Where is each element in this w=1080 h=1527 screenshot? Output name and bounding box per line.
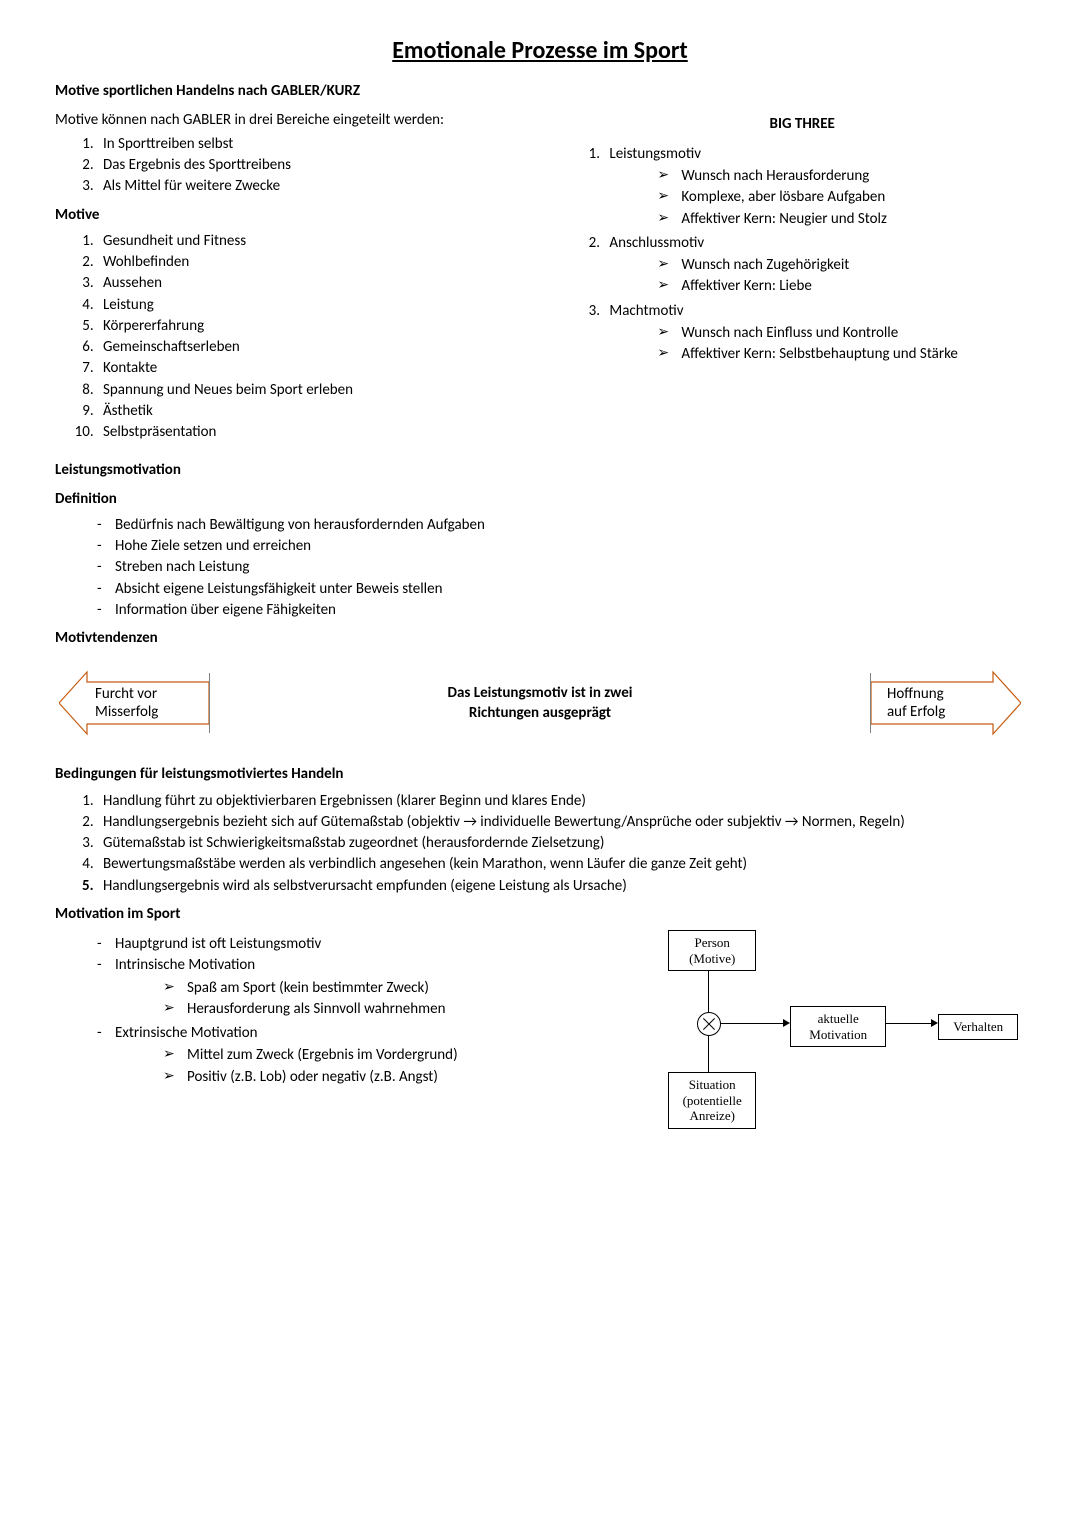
arrow-head-icon bbox=[783, 1019, 790, 1027]
diagram-node-person: Person (Motive) bbox=[668, 930, 756, 971]
center-line: Das Leistungsmotiv ist in zwei bbox=[448, 684, 633, 702]
arrow-right-text: auf Erfolg bbox=[887, 703, 945, 721]
arrow-right: Hoffnung auf Erfolg bbox=[871, 660, 1021, 746]
bigthree-label: Anschlussmotiv bbox=[609, 234, 704, 252]
diagram-node-motivation: aktuelle Motivation bbox=[790, 1006, 886, 1047]
list-item: Als Mittel für weitere Zwecke bbox=[97, 176, 559, 196]
list-item: Machtmotiv Wunsch nach Einfluss und Kont… bbox=[603, 301, 1025, 365]
right-column: BIG THREE Leistungsmotiv Wunsch nach Her… bbox=[579, 110, 1025, 451]
diagram-edge bbox=[708, 970, 709, 1012]
arrow-left-text: Misserfolg bbox=[95, 703, 158, 721]
tendenzen-diagram: Furcht vor Misserfolg Das Leistungsmotiv… bbox=[55, 660, 1025, 746]
arrow-head-icon bbox=[931, 1019, 938, 1027]
list-item: Hauptgrund ist oft Leistungsmotiv bbox=[97, 934, 598, 954]
diagram-edge bbox=[886, 1023, 931, 1024]
motive-heading: Motive bbox=[55, 205, 559, 225]
center-line: Richtungen ausgeprägt bbox=[469, 704, 611, 722]
list-item: Mittel zum Zweck (Ergebnis im Vordergrun… bbox=[163, 1045, 598, 1065]
node-text: Verhalten bbox=[953, 1019, 1003, 1034]
list-item: Leistungsmotiv Wunsch nach Herausforderu… bbox=[603, 144, 1025, 229]
list-item: In Sporttreiben selbst bbox=[97, 134, 559, 154]
list-item: Spaß am Sport (kein bestimmter Zweck) bbox=[163, 978, 598, 998]
list-item: Das Ergebnis des Sporttreibens bbox=[97, 155, 559, 175]
list-item: Körpererfahrung bbox=[97, 316, 559, 336]
list-item: Intrinsische Motivation Spaß am Sport (k… bbox=[97, 955, 598, 1019]
page-title: Emotionale Prozesse im Sport bbox=[55, 35, 1025, 67]
list-item: Anschlussmotiv Wunsch nach Zugehörigkeit… bbox=[603, 233, 1025, 297]
node-text: aktuelle bbox=[818, 1011, 859, 1026]
motivation-list: Hauptgrund ist oft Leistungsmotiv Intrin… bbox=[55, 934, 598, 1087]
bedingungen-heading: Bedingungen für leistungsmotiviertes Han… bbox=[55, 764, 1025, 784]
list-item: Streben nach Leistung bbox=[97, 557, 1025, 577]
node-text: Situation bbox=[689, 1077, 736, 1092]
bedingungen-list: Handlung führt zu objektivierbaren Ergeb… bbox=[55, 791, 1025, 896]
list-item: Handlungsergebnis bezieht sich auf Gütem… bbox=[97, 812, 1025, 832]
list-item: Wunsch nach Herausforderung bbox=[657, 166, 1025, 186]
arrow-right-text: Hoffnung bbox=[887, 685, 944, 703]
list-item: Bewertungsmaßstäbe werden als verbindlic… bbox=[97, 854, 1025, 874]
diagram-node-combine bbox=[697, 1012, 721, 1036]
motivation-heading: Motivation im Sport bbox=[55, 904, 1025, 924]
bereiche-list: In Sporttreiben selbst Das Ergebnis des … bbox=[55, 134, 559, 197]
list-item: Information über eigene Fähigkeiten bbox=[97, 600, 1025, 620]
leistungsmotivation-heading: Leistungsmotivation bbox=[55, 460, 1025, 480]
tendenzen-center-text: Das Leistungsmotiv ist in zwei Richtunge… bbox=[210, 683, 870, 724]
list-item: Bedürfnis nach Bewältigung von herausfor… bbox=[97, 515, 1025, 535]
list-item: Wunsch nach Zugehörigkeit bbox=[657, 255, 1025, 275]
list-item: Herausforderung als Sinnvoll wahrnehmen bbox=[163, 999, 598, 1019]
arrow-left: Furcht vor Misserfolg bbox=[59, 660, 209, 746]
intro-text: Motive können nach GABLER in drei Bereic… bbox=[55, 110, 559, 130]
list-item: Leistung bbox=[97, 295, 559, 315]
list-item: Gesundheit und Fitness bbox=[97, 231, 559, 251]
node-text: Anreize) bbox=[689, 1108, 734, 1123]
list-item: Affektiver Kern: Liebe bbox=[657, 276, 1025, 296]
diagram-node-situation: Situation (potentielle Anreize) bbox=[668, 1072, 756, 1129]
section-heading: Motive sportlichen Handelns nach GABLER/… bbox=[55, 81, 1025, 101]
diagram-node-verhalten: Verhalten bbox=[938, 1014, 1018, 1040]
list-item: Selbstpräsentation bbox=[97, 422, 559, 442]
list-item: Handlungsergebnis wird als selbstverursa… bbox=[97, 876, 1025, 896]
diagram-edge bbox=[720, 1023, 783, 1024]
motivation-label: Intrinsische Motivation bbox=[115, 956, 255, 974]
motivation-label: Extrinsische Motivation bbox=[115, 1024, 258, 1042]
left-column: Motive können nach GABLER in drei Bereic… bbox=[55, 110, 559, 451]
list-item: Extrinsische Motivation Mittel zum Zweck… bbox=[97, 1023, 598, 1087]
list-item: Positiv (z.B. Lob) oder negativ (z.B. An… bbox=[163, 1067, 598, 1087]
node-text: Person bbox=[694, 935, 729, 950]
motivation-diagram: Person (Motive) Situation (potentielle A… bbox=[618, 930, 1025, 1130]
list-item: Aussehen bbox=[97, 273, 559, 293]
definition-heading: Definition bbox=[55, 489, 1025, 509]
diagram-edge bbox=[708, 1035, 709, 1072]
bigthree-title: BIG THREE bbox=[579, 114, 1025, 134]
node-text: Motivation bbox=[809, 1027, 867, 1042]
motive-list: Gesundheit und Fitness Wohlbefinden Auss… bbox=[55, 231, 559, 443]
list-item: Absicht eigene Leistungsfähigkeit unter … bbox=[97, 579, 1025, 599]
list-item: Ästhetik bbox=[97, 401, 559, 421]
list-item: Wunsch nach Einfluss und Kontrolle bbox=[657, 323, 1025, 343]
node-text: (Motive) bbox=[689, 951, 735, 966]
bigthree-list: Leistungsmotiv Wunsch nach Herausforderu… bbox=[579, 144, 1025, 365]
node-text: (potentielle bbox=[683, 1093, 742, 1108]
list-item: Gemeinschaftserleben bbox=[97, 337, 559, 357]
list-item: Hohe Ziele setzen und erreichen bbox=[97, 536, 1025, 556]
list-item: Affektiver Kern: Neugier und Stolz bbox=[657, 209, 1025, 229]
bigthree-label: Leistungsmotiv bbox=[609, 145, 701, 163]
list-item: Handlung führt zu objektivierbaren Ergeb… bbox=[97, 791, 1025, 811]
list-item: Komplexe, aber lösbare Aufgaben bbox=[657, 187, 1025, 207]
list-item: Kontakte bbox=[97, 358, 559, 378]
tendenzen-heading: Motivtendenzen bbox=[55, 628, 1025, 648]
list-item: Gütemaßstab ist Schwierigkeitsmaßstab zu… bbox=[97, 833, 1025, 853]
arrow-left-text: Furcht vor bbox=[95, 685, 157, 703]
list-item: Spannung und Neues beim Sport erleben bbox=[97, 380, 559, 400]
definition-list: Bedürfnis nach Bewältigung von herausfor… bbox=[55, 515, 1025, 620]
bigthree-label: Machtmotiv bbox=[609, 302, 683, 320]
list-item: Affektiver Kern: Selbstbehauptung und St… bbox=[657, 344, 1025, 364]
list-item: Wohlbefinden bbox=[97, 252, 559, 272]
